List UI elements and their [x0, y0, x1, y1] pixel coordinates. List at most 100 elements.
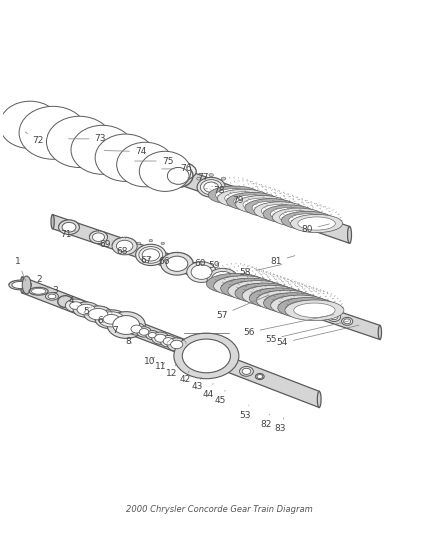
- Ellipse shape: [215, 277, 256, 291]
- Ellipse shape: [208, 186, 260, 204]
- Ellipse shape: [88, 309, 107, 320]
- Ellipse shape: [154, 334, 166, 342]
- Ellipse shape: [22, 276, 31, 294]
- Ellipse shape: [317, 391, 320, 408]
- Ellipse shape: [113, 316, 139, 334]
- Ellipse shape: [127, 323, 145, 335]
- Ellipse shape: [244, 199, 296, 217]
- Ellipse shape: [288, 214, 325, 227]
- Ellipse shape: [149, 239, 152, 242]
- Ellipse shape: [18, 113, 22, 130]
- Text: 45: 45: [214, 391, 226, 406]
- Ellipse shape: [112, 237, 137, 255]
- Polygon shape: [53, 215, 379, 340]
- Ellipse shape: [152, 332, 169, 344]
- Ellipse shape: [221, 177, 225, 180]
- Ellipse shape: [46, 116, 112, 167]
- Ellipse shape: [182, 339, 230, 373]
- Ellipse shape: [290, 214, 342, 232]
- Ellipse shape: [58, 220, 79, 235]
- Text: 2: 2: [37, 275, 48, 288]
- Ellipse shape: [95, 134, 155, 181]
- Ellipse shape: [207, 268, 238, 290]
- Ellipse shape: [277, 297, 336, 318]
- Ellipse shape: [293, 303, 334, 318]
- Ellipse shape: [315, 308, 332, 319]
- Ellipse shape: [186, 262, 216, 282]
- Ellipse shape: [32, 288, 46, 294]
- Ellipse shape: [19, 107, 87, 159]
- Ellipse shape: [142, 249, 159, 261]
- Text: 68: 68: [116, 247, 131, 256]
- Ellipse shape: [48, 294, 56, 298]
- Ellipse shape: [71, 125, 134, 174]
- Text: 43: 43: [191, 377, 202, 391]
- Ellipse shape: [220, 278, 279, 299]
- Ellipse shape: [73, 302, 99, 317]
- Ellipse shape: [64, 135, 140, 165]
- Ellipse shape: [263, 293, 322, 313]
- Text: 69: 69: [99, 240, 113, 249]
- Text: 8: 8: [125, 337, 131, 346]
- Text: 58: 58: [239, 264, 281, 277]
- Ellipse shape: [88, 143, 162, 172]
- Text: 1: 1: [15, 257, 25, 281]
- Text: 53: 53: [238, 405, 250, 420]
- Text: 67: 67: [140, 256, 151, 265]
- Ellipse shape: [227, 280, 286, 301]
- Ellipse shape: [242, 198, 280, 211]
- Ellipse shape: [84, 306, 112, 322]
- Ellipse shape: [279, 211, 316, 224]
- Ellipse shape: [98, 312, 124, 327]
- Ellipse shape: [160, 252, 193, 275]
- Ellipse shape: [9, 280, 31, 290]
- Ellipse shape: [378, 325, 381, 340]
- Text: 10: 10: [144, 357, 155, 366]
- Text: 80: 80: [300, 224, 329, 234]
- Ellipse shape: [138, 247, 162, 263]
- Ellipse shape: [173, 333, 238, 379]
- Ellipse shape: [239, 367, 253, 376]
- Ellipse shape: [235, 196, 287, 214]
- Ellipse shape: [134, 159, 196, 183]
- Ellipse shape: [281, 211, 333, 230]
- Text: 6: 6: [97, 316, 103, 325]
- Text: 72: 72: [25, 132, 44, 146]
- Ellipse shape: [163, 337, 173, 345]
- Ellipse shape: [200, 180, 222, 195]
- Text: 56: 56: [243, 314, 333, 337]
- Text: 76: 76: [161, 164, 191, 173]
- Ellipse shape: [65, 299, 86, 312]
- Text: 66: 66: [158, 257, 170, 266]
- Ellipse shape: [229, 281, 270, 296]
- Text: 12: 12: [166, 364, 177, 377]
- Ellipse shape: [262, 205, 314, 223]
- Ellipse shape: [318, 310, 328, 317]
- Ellipse shape: [208, 174, 213, 176]
- Ellipse shape: [226, 192, 278, 211]
- Ellipse shape: [145, 330, 159, 340]
- Ellipse shape: [161, 242, 164, 245]
- Text: 73: 73: [68, 134, 106, 143]
- Ellipse shape: [270, 207, 307, 221]
- Ellipse shape: [327, 312, 340, 321]
- Ellipse shape: [284, 300, 343, 321]
- Ellipse shape: [89, 231, 107, 244]
- Ellipse shape: [170, 340, 182, 349]
- Ellipse shape: [139, 328, 148, 335]
- Text: 3: 3: [52, 286, 64, 297]
- Text: 44: 44: [203, 384, 214, 399]
- Text: 81: 81: [269, 256, 294, 266]
- Ellipse shape: [272, 296, 313, 310]
- Text: 82: 82: [260, 414, 272, 429]
- Ellipse shape: [107, 312, 145, 338]
- Text: 57: 57: [215, 295, 268, 319]
- Ellipse shape: [12, 281, 28, 288]
- Text: 2000 Chrysler Concorde Gear Train Diagram: 2000 Chrysler Concorde Gear Train Diagra…: [126, 505, 312, 514]
- Ellipse shape: [95, 310, 127, 329]
- Ellipse shape: [46, 293, 58, 300]
- Ellipse shape: [329, 314, 337, 320]
- Ellipse shape: [215, 189, 252, 201]
- Ellipse shape: [341, 318, 352, 325]
- Ellipse shape: [251, 201, 289, 214]
